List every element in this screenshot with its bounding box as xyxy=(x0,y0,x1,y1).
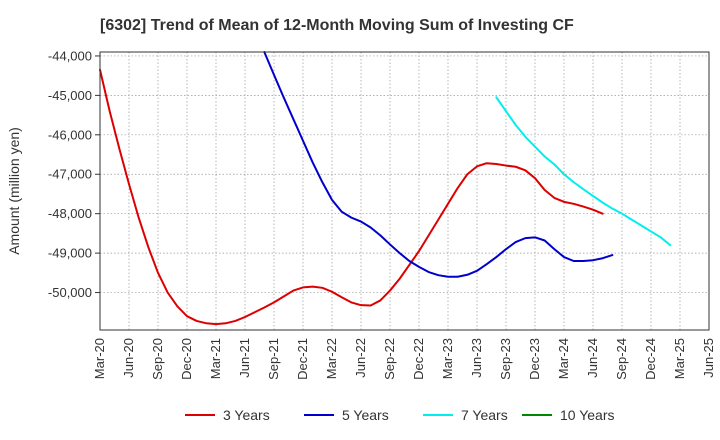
x-tick-label: Dec-23 xyxy=(527,338,542,380)
y-tick-label: -47,000 xyxy=(48,167,92,182)
x-tick-label: Mar-23 xyxy=(440,338,455,379)
x-tick-label: Jun-23 xyxy=(469,338,484,378)
x-tick-label: Sep-23 xyxy=(498,338,513,380)
x-tick-label: Dec-20 xyxy=(179,338,194,380)
x-tick-label: Jun-22 xyxy=(353,338,368,378)
series-lines xyxy=(99,51,672,326)
legend: 3 Years 5 Years 7 Years 10 Years xyxy=(185,407,615,423)
chart-title: [6302] Trend of Mean of 12-Month Moving … xyxy=(100,17,574,34)
x-tick-label: Dec-21 xyxy=(295,338,310,380)
x-tick-label: Mar-22 xyxy=(324,338,339,379)
y-tick-label: -46,000 xyxy=(48,127,92,142)
x-tick-label: Sep-20 xyxy=(150,338,165,380)
x-tick-label: Jun-25 xyxy=(701,338,716,378)
x-tick-label: Jun-20 xyxy=(121,338,136,378)
y-tick-label: -49,000 xyxy=(48,246,92,261)
legend-label-0: 3 Years xyxy=(223,407,270,423)
x-tick-label: Sep-21 xyxy=(266,338,281,380)
x-tick-label: Mar-24 xyxy=(556,338,571,379)
x-tick-label: Dec-22 xyxy=(411,338,426,380)
series-line-2 xyxy=(495,96,672,247)
legend-label-3: 10 Years xyxy=(560,407,615,423)
y-axis-label: Amount (million yen) xyxy=(6,127,22,255)
y-tick-label: -45,000 xyxy=(48,88,92,103)
y-axis-ticks: -44,000 -45,000 -46,000 -47,000 -48,000 -49,0… xyxy=(48,48,100,300)
y-tick-label: -44,000 xyxy=(48,48,92,63)
legend-label-2: 7 Years xyxy=(461,407,508,423)
x-tick-label: Dec-24 xyxy=(643,338,658,380)
x-tick-label: Jun-21 xyxy=(237,338,252,378)
series-line-0 xyxy=(99,68,604,326)
y-tick-label: -50,000 xyxy=(48,285,92,300)
grid-lines xyxy=(99,52,710,330)
x-tick-label: Sep-22 xyxy=(382,338,397,380)
y-tick-label: -48,000 xyxy=(48,206,92,221)
plot-area-frame xyxy=(99,51,710,331)
series-line-1 xyxy=(263,51,614,278)
x-tick-label: Mar-21 xyxy=(208,338,223,379)
x-tick-label: Jun-24 xyxy=(585,338,600,378)
x-tick-label: Mar-20 xyxy=(92,338,107,379)
x-axis-ticks: Mar-20 Jun-20 Sep-20 Dec-20 Mar-21 Jun-21 Sep-… xyxy=(92,338,716,380)
x-tick-label: Sep-24 xyxy=(614,338,629,380)
x-tick-label: Mar-25 xyxy=(672,338,687,379)
legend-label-1: 5 Years xyxy=(342,407,389,423)
